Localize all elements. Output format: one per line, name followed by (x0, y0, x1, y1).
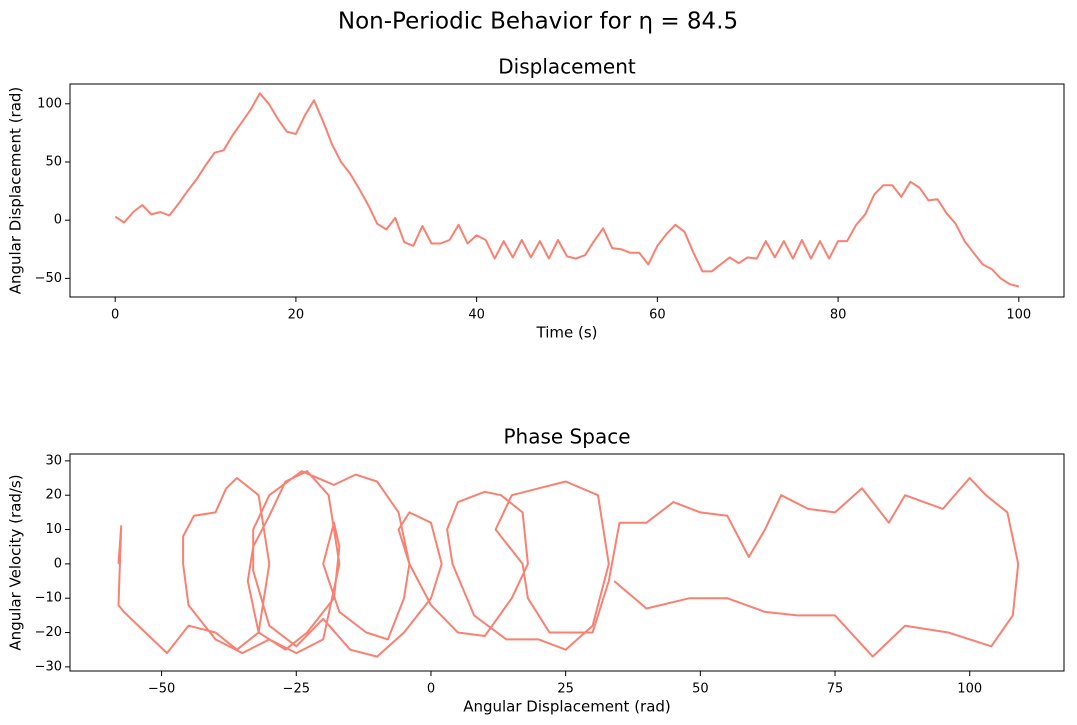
y-tick-label: −50 (35, 271, 62, 286)
y-tick-label: 0 (54, 556, 62, 571)
x-tick-label: 0 (427, 682, 435, 697)
x-tick-label: −50 (148, 682, 175, 697)
x-tick-label: 20 (288, 308, 305, 323)
x-tick-label: 100 (957, 682, 982, 697)
y-tick-label: 10 (45, 522, 62, 537)
y-tick-label: 0 (54, 213, 62, 228)
y-tick-label: 50 (45, 154, 62, 169)
axes-frame (69, 453, 1065, 672)
axes-title: Displacement (498, 55, 636, 79)
x-tick-label: −25 (283, 682, 310, 697)
data-line (114, 92, 1020, 288)
y-axis-label: Angular Velocity (rad/s) (7, 474, 25, 650)
x-axis-label: Time (s) (536, 324, 598, 342)
x-axis-label: Angular Displacement (rad) (463, 698, 671, 716)
x-tick-label: 60 (649, 308, 666, 323)
y-tick-label: −30 (35, 659, 62, 674)
y-tick-label: 100 (37, 96, 62, 111)
x-tick-label: 75 (827, 682, 844, 697)
x-tick-label: 100 (1006, 308, 1031, 323)
y-axis-label: Angular Displacement (rad) (7, 87, 25, 295)
x-tick-label: 0 (111, 308, 119, 323)
y-tick-label: 30 (45, 453, 62, 468)
y-tick-label: 20 (45, 488, 62, 503)
y-tick-label: −10 (35, 591, 62, 606)
data-line (117, 470, 1020, 658)
x-tick-label: 25 (557, 682, 574, 697)
y-tick-label: −20 (35, 625, 62, 640)
axes-title: Phase Space (503, 425, 630, 449)
x-tick-label: 50 (692, 682, 709, 697)
x-tick-label: 80 (830, 308, 847, 323)
axes-frame (69, 83, 1065, 298)
figure-title: Non-Periodic Behavior for η = 84.5 (338, 9, 738, 35)
x-tick-label: 40 (468, 308, 485, 323)
